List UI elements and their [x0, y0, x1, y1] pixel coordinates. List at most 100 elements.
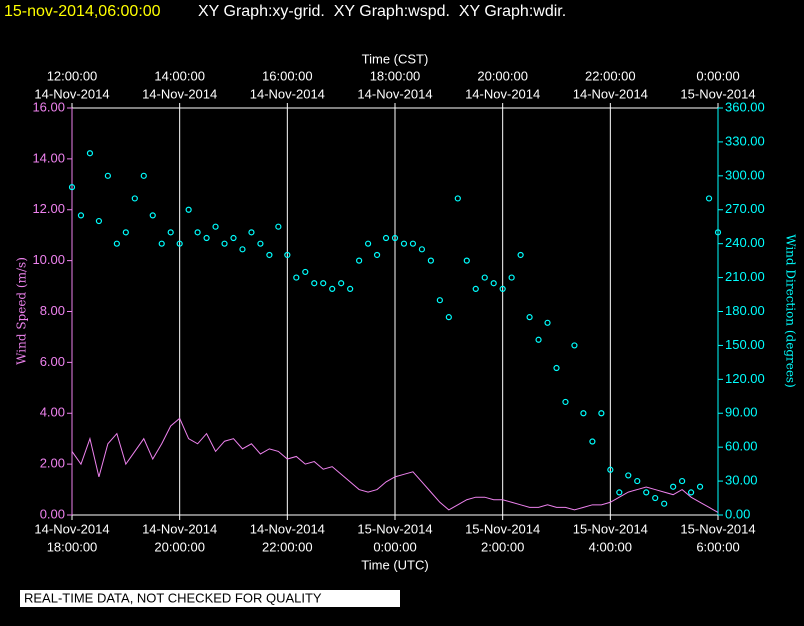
x2-tick-label: 14-Nov-2014 — [465, 86, 540, 101]
wind-direction-point — [562, 398, 569, 406]
y2-tick-label: 300.00 — [725, 167, 765, 182]
y-tick-label: 16.00 — [32, 99, 65, 114]
wind-direction-point — [508, 274, 515, 281]
wind-direction-point — [347, 285, 354, 292]
wind-direction-point — [338, 280, 345, 287]
wind-direction-point — [463, 257, 470, 264]
wind-direction-point — [481, 274, 488, 281]
wind-direction-point — [122, 229, 129, 236]
x-tick-label: 0:00:00 — [373, 539, 416, 554]
wind-direction-point — [356, 257, 363, 264]
x2-tick-label: 16:00:00 — [262, 68, 313, 83]
x-tick-label: 15-Nov-2014 — [465, 521, 540, 536]
y2-tick-label: 270.00 — [725, 201, 765, 216]
wind-direction-point — [203, 234, 210, 242]
wind-direction-point — [382, 234, 390, 242]
wind-direction-point — [679, 477, 686, 485]
x2-tick-label: 22:00:00 — [585, 68, 636, 83]
wind-direction-point — [436, 297, 443, 304]
x-tick-label: 14-Nov-2014 — [34, 521, 109, 536]
wind-direction-point — [391, 234, 399, 242]
wind-direction-point — [257, 240, 264, 247]
wind-direction-point — [517, 251, 524, 259]
wind-direction-point — [239, 246, 246, 253]
x-tick-label: 14-Nov-2014 — [142, 521, 217, 536]
wind-direction-point — [86, 150, 94, 157]
y2-tick-label: 210.00 — [725, 269, 765, 284]
wind-direction-point — [427, 257, 434, 264]
wind-direction-point — [149, 212, 156, 219]
x2-tick-label: 14-Nov-2014 — [34, 86, 109, 101]
y-tick-label: 14.00 — [32, 150, 65, 165]
x-axis-label: Time (UTC) — [361, 557, 428, 572]
note: REAL-TIME DATA, NOT CHECKED FOR QUALITY — [24, 590, 322, 605]
x2-tick-label: 20:00:00 — [477, 68, 528, 83]
wind-direction-point — [616, 489, 623, 496]
wind-direction-point — [445, 314, 452, 321]
x2-tick-label: 14-Nov-2014 — [142, 86, 217, 101]
y-tick-label: 0.00 — [40, 506, 65, 521]
chart-subtitle: XY Graph:xy-grid. XY Graph:wspd. XY Grap… — [198, 3, 566, 20]
wind-direction-point — [634, 477, 641, 485]
wind-direction-point — [589, 438, 596, 445]
wind-direction-point — [194, 229, 201, 236]
y2-tick-label: 240.00 — [725, 235, 765, 250]
y2-tick-label: 0.00 — [725, 506, 750, 521]
wind-direction-point — [221, 240, 228, 247]
x-tick-label: 20:00:00 — [154, 539, 205, 554]
wind-direction-point — [95, 217, 103, 225]
wind-direction-point — [652, 494, 659, 502]
wind-direction-point — [696, 483, 704, 490]
wind-direction-point — [131, 195, 138, 202]
y2-tick-label: 330.00 — [725, 133, 765, 148]
x2-tick-label: 15-Nov-2014 — [680, 86, 755, 101]
wind-direction-point — [329, 285, 336, 292]
x2-tick-label: 14-Nov-2014 — [573, 86, 648, 101]
x-tick-label: 15-Nov-2014 — [357, 521, 432, 536]
wind-direction-point — [714, 229, 722, 236]
x2-tick-label: 18:00:00 — [370, 68, 421, 83]
chart-title: 15-nov-2014,06:00:00 — [4, 3, 161, 20]
wind-direction-point — [687, 489, 695, 496]
wind-direction-point — [158, 240, 165, 247]
wind-direction-point — [68, 184, 76, 191]
wind-direction-point — [320, 280, 327, 287]
x-tick-label: 14-Nov-2014 — [250, 521, 325, 536]
wind-direction-point — [490, 280, 497, 287]
wind-direction-point — [176, 240, 183, 247]
wind-direction-point — [373, 251, 381, 259]
y2-tick-label: 180.00 — [725, 303, 765, 318]
wind-direction-point — [167, 229, 174, 236]
wind-direction-point — [526, 314, 533, 321]
x-tick-label: 6:00:00 — [696, 539, 739, 554]
wind-direction-point — [625, 472, 632, 479]
wind-direction-point — [140, 172, 147, 179]
wind-direction-point — [499, 285, 506, 292]
y-tick-label: 12.00 — [32, 201, 65, 216]
x2-tick-label: 12:00:00 — [47, 68, 98, 83]
wind-direction-point — [409, 240, 417, 247]
wind-direction-point — [113, 240, 120, 247]
wind-direction-point — [553, 364, 560, 372]
y2-tick-label: 90.00 — [725, 405, 758, 420]
x2-tick-label: 0:00:00 — [696, 68, 739, 83]
wind-direction-point — [472, 285, 479, 292]
wind-direction-point — [598, 410, 605, 417]
x2-tick-label: 14-Nov-2014 — [357, 86, 432, 101]
y-tick-label: 10.00 — [32, 252, 65, 267]
wind-direction-point — [607, 466, 614, 473]
wind-direction-point — [544, 319, 551, 326]
y-tick-label: 8.00 — [40, 303, 65, 318]
wind-direction-point — [580, 410, 587, 417]
y-tick-label: 4.00 — [40, 405, 65, 420]
wind-direction-point — [661, 500, 668, 507]
y-axis-label: Wind Speed (m/s) — [15, 257, 29, 365]
wind-direction-point — [364, 240, 372, 247]
wind-direction-point — [454, 195, 461, 202]
y2-tick-label: 60.00 — [725, 439, 758, 454]
wind-direction-point — [400, 240, 408, 247]
wind-direction-point — [302, 268, 309, 276]
x-tick-label: 2:00:00 — [481, 539, 524, 554]
